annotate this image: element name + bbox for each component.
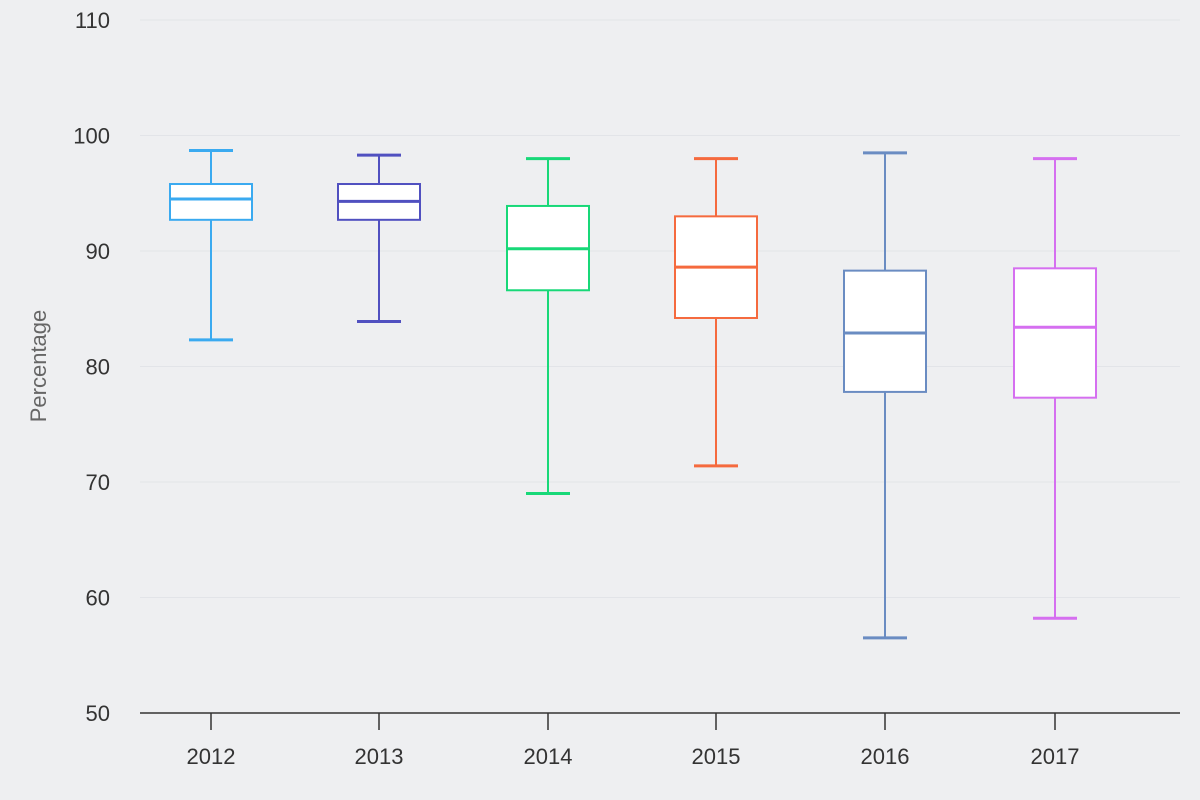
y-tick-label: 80 <box>86 355 110 380</box>
iqr-box <box>843 269 927 393</box>
box-2012 <box>169 149 253 342</box>
iqr-box <box>1013 267 1097 399</box>
x-tick-label: 2015 <box>692 744 741 769</box>
y-tick-label: 100 <box>73 124 110 149</box>
x-tick-label: 2016 <box>861 744 910 769</box>
box-2013 <box>337 153 421 323</box>
box-2014 <box>506 157 590 496</box>
iqr-box <box>169 183 253 221</box>
y-tick-label: 60 <box>86 586 110 611</box>
box-2015 <box>674 157 758 468</box>
y-axis-ticks: 50 60 70 80 90 100 110 <box>73 8 110 726</box>
x-tick-label: 2012 <box>187 744 236 769</box>
grid-lines <box>140 19 1180 598</box>
x-axis: 2012 2013 2014 2015 2016 2017 <box>140 712 1180 769</box>
y-tick-label: 50 <box>86 701 110 726</box>
box-2017 <box>1013 157 1097 620</box>
x-tick-label: 2017 <box>1031 744 1080 769</box>
box-2016 <box>843 151 927 640</box>
y-tick-label: 70 <box>86 470 110 495</box>
y-tick-label: 90 <box>86 239 110 264</box>
x-tick-label: 2014 <box>524 744 573 769</box>
y-axis-title: Percentage <box>26 310 51 423</box>
y-tick-label: 110 <box>75 8 110 33</box>
boxes <box>169 149 1097 640</box>
x-tick-label: 2013 <box>355 744 404 769</box>
